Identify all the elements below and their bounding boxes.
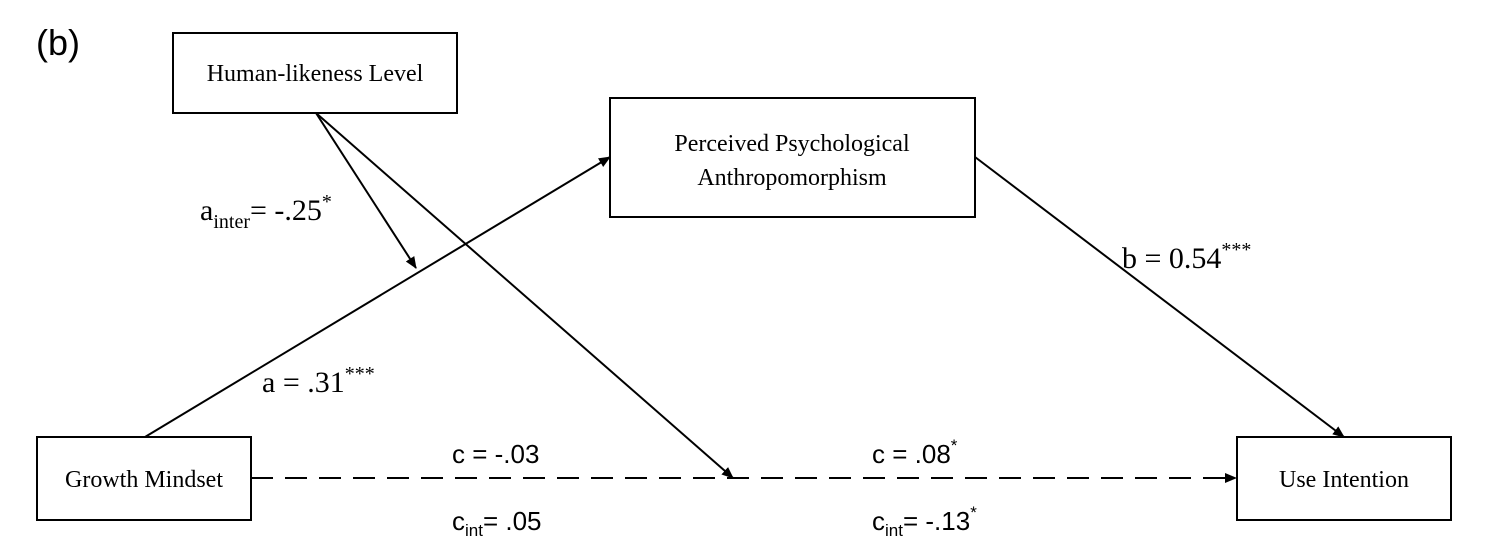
- human-likeness-box: [172, 32, 458, 114]
- arrow-growth-to-perceived: [144, 156, 611, 438]
- b-path-label: b = 0.54***: [1122, 239, 1251, 275]
- human-likeness-label: Human-likeness Level: [207, 61, 424, 87]
- arrow-moderator-to-a-path: [315, 112, 417, 269]
- a-path-label: a = .31***: [262, 363, 375, 399]
- perceived-anthropomorphism-label-line1: Perceived Psychological: [674, 131, 910, 157]
- c-right-label: c = .08*: [872, 436, 958, 469]
- a-inter-label: ainter= -.25*: [200, 191, 332, 233]
- use-intention-label: Use Intention: [1279, 467, 1409, 493]
- arrow-moderator-to-c-path: [315, 112, 734, 479]
- perceived-anthropomorphism-box: [609, 97, 976, 218]
- panel-label: (b): [36, 22, 80, 63]
- growth-mindset-box: [36, 436, 252, 521]
- c-int-left-label: cint= .05: [452, 506, 542, 540]
- perceived-anthropomorphism-label-line2: Anthropomorphism: [697, 165, 887, 191]
- growth-mindset-label: Growth Mindset: [65, 467, 223, 493]
- c-int-right-label: cint= -.13*: [872, 503, 977, 540]
- arrow-perceived-to-use: [974, 156, 1345, 438]
- c-left-label: c = -.03: [452, 439, 539, 469]
